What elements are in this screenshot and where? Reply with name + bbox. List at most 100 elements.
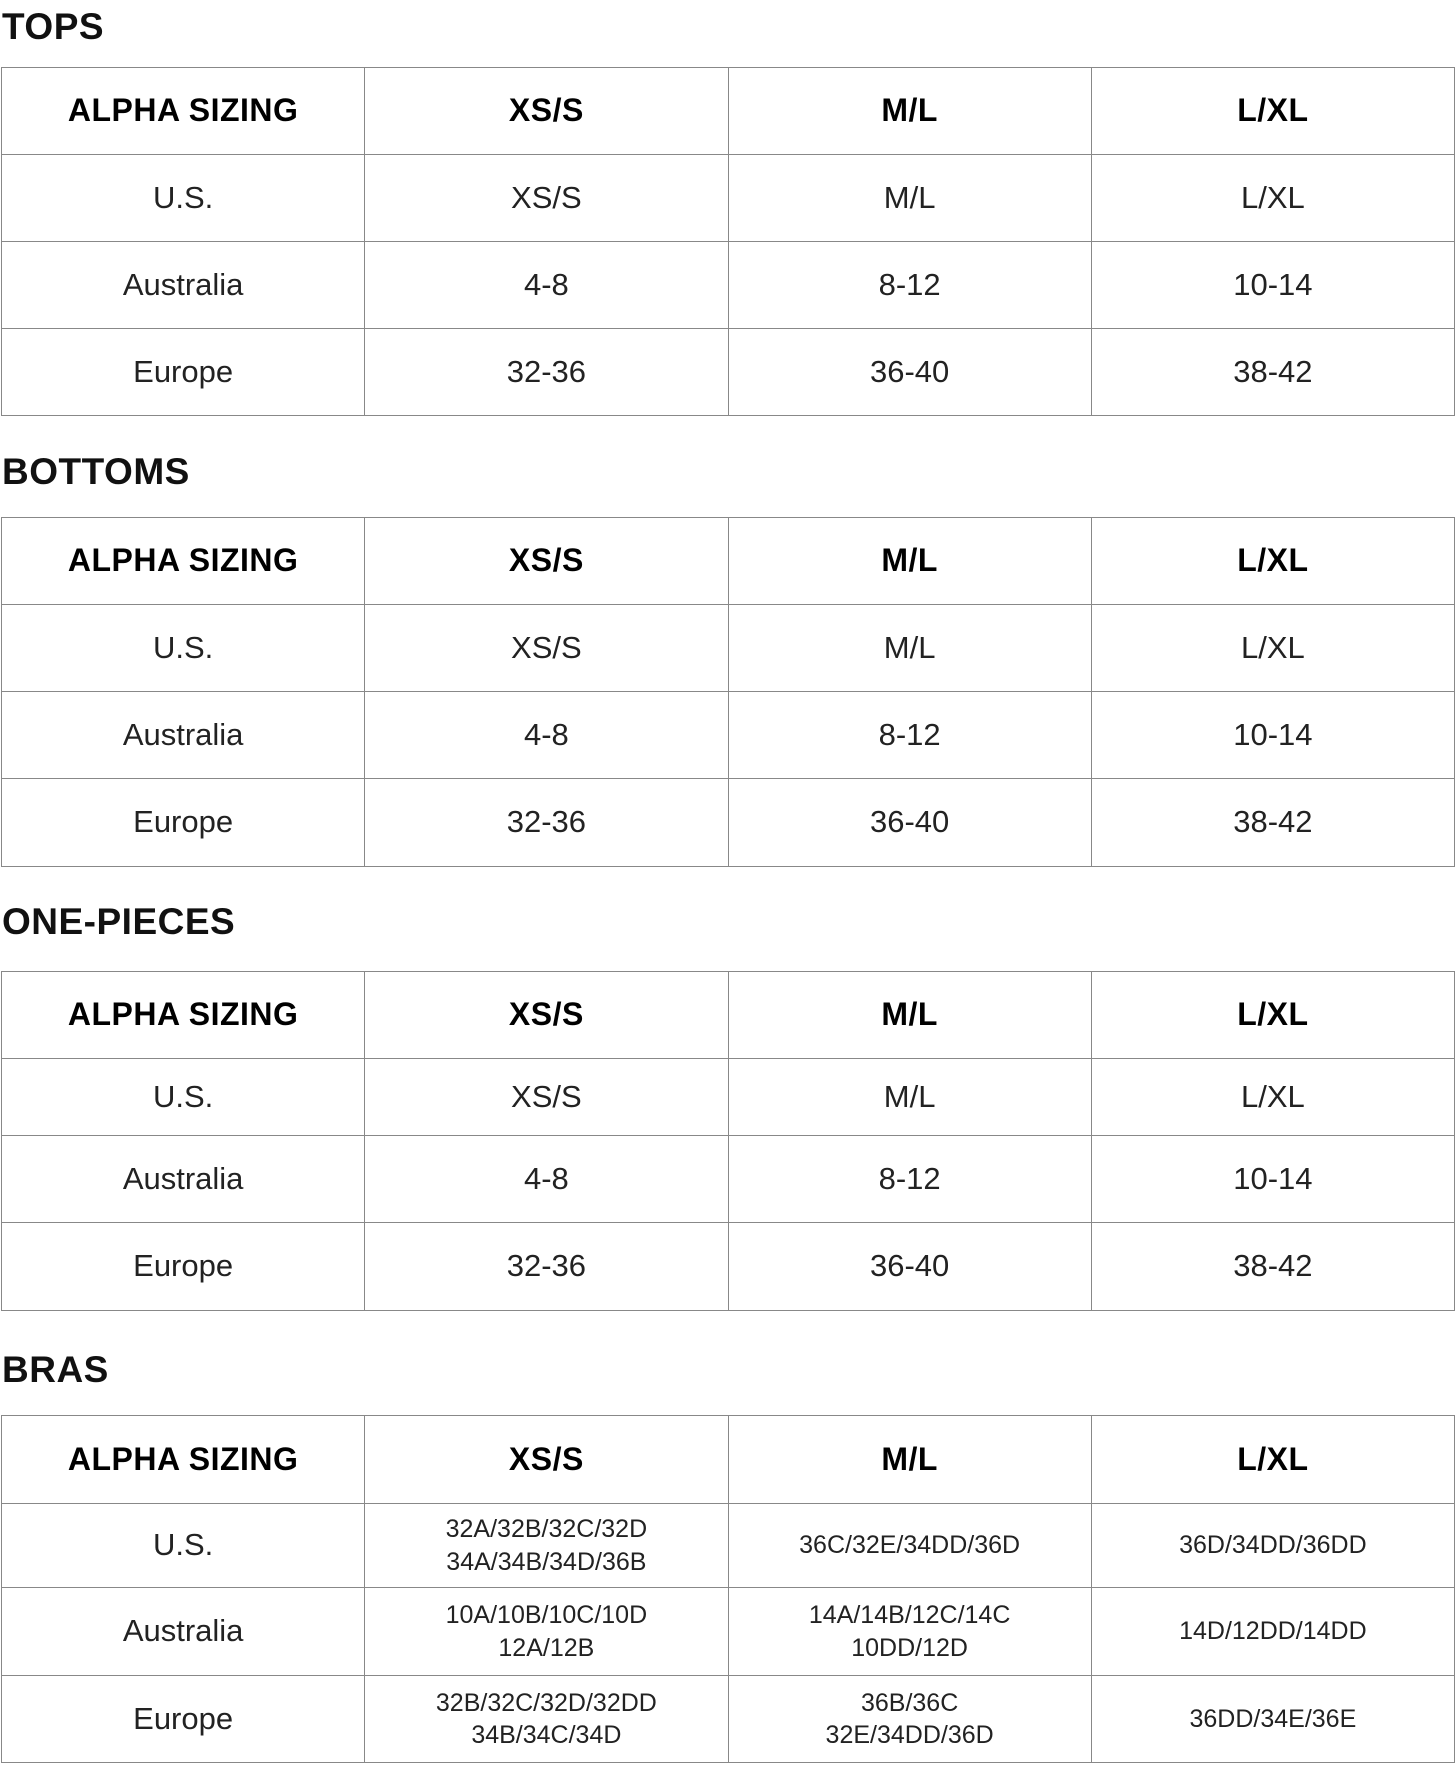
section-title-bottoms: BOTTOMS bbox=[2, 451, 190, 492]
size-cell: 36-40 bbox=[727, 778, 1092, 867]
header-cell: XS/S bbox=[364, 971, 729, 1059]
header-cell: XS/S bbox=[364, 1415, 729, 1504]
size-cell: 36D/34DD/36DD bbox=[1090, 1503, 1456, 1588]
size-value-line: 32A/32B/32C/32D bbox=[445, 1515, 648, 1543]
region-cell: Australia bbox=[0, 1587, 366, 1676]
size-cell: 8-12 bbox=[727, 1135, 1092, 1223]
size-cell: M/L bbox=[727, 1058, 1092, 1136]
size-cell: M/L bbox=[727, 154, 1092, 242]
size-value-line: 14A/14B/12C/14C bbox=[808, 1601, 1011, 1629]
section-title-bras: BRAS bbox=[2, 1349, 109, 1390]
size-cell: 36-40 bbox=[727, 1222, 1092, 1311]
size-cell: 8-12 bbox=[727, 241, 1092, 329]
table-row: Europe 32-36 36-40 38-42 bbox=[0, 328, 1456, 416]
size-table-tops: ALPHA SIZING XS/S M/L L/XL U.S. XS/S M/L L/XL Au… bbox=[0, 67, 1456, 416]
size-cell: 32-36 bbox=[364, 778, 729, 867]
size-cell: 10-14 bbox=[1090, 1135, 1456, 1223]
size-cell: L/XL bbox=[1090, 604, 1456, 692]
table-row: U.S. XS/S M/L L/XL bbox=[0, 1058, 1456, 1136]
size-cell: 36-40 bbox=[727, 328, 1092, 416]
header-cell: L/XL bbox=[1090, 517, 1456, 605]
size-value-line: 34A/34B/34D/36B bbox=[446, 1547, 647, 1576]
header-cell: ALPHA SIZING bbox=[0, 1415, 366, 1504]
region-cell: Australia bbox=[0, 1135, 366, 1223]
table-row: U.S. XS/S M/L L/XL bbox=[0, 604, 1456, 692]
table-header-row: ALPHA SIZING XS/S M/L L/XL bbox=[0, 67, 1456, 155]
region-cell: U.S. bbox=[0, 1503, 366, 1588]
size-cell: L/XL bbox=[1090, 154, 1456, 242]
size-cell: 32A/32B/32C/32D 34A/34B/34D/36B bbox=[364, 1503, 729, 1588]
size-cell: 10-14 bbox=[1090, 691, 1456, 779]
size-cell: 4-8 bbox=[364, 1135, 729, 1223]
header-cell: M/L bbox=[727, 971, 1092, 1059]
header-cell: L/XL bbox=[1090, 1415, 1456, 1504]
size-cell: 38-42 bbox=[1090, 328, 1456, 416]
header-cell: XS/S bbox=[364, 67, 729, 155]
size-cell: 38-42 bbox=[1090, 1222, 1456, 1311]
region-cell: Europe bbox=[0, 1675, 366, 1763]
size-cell: 32-36 bbox=[364, 328, 729, 416]
header-cell: M/L bbox=[727, 67, 1092, 155]
table-row: Europe 32-36 36-40 38-42 bbox=[0, 1222, 1456, 1311]
header-cell: L/XL bbox=[1090, 971, 1456, 1059]
header-cell: M/L bbox=[727, 1415, 1092, 1504]
size-table-bras: ALPHA SIZING XS/S M/L L/XL U.S. 32A/32B/32C/3… bbox=[0, 1415, 1456, 1763]
header-cell: L/XL bbox=[1090, 67, 1456, 155]
size-cell: XS/S bbox=[364, 604, 729, 692]
size-cell: 8-12 bbox=[727, 691, 1092, 779]
size-cell: 38-42 bbox=[1090, 778, 1456, 867]
region-cell: Australia bbox=[0, 241, 366, 329]
table-row: Australia 4-8 8-12 10-14 bbox=[0, 1135, 1456, 1223]
size-table-one-pieces: ALPHA SIZING XS/S M/L L/XL U.S. XS/S M/L L/XL Au… bbox=[0, 971, 1456, 1311]
size-cell: XS/S bbox=[364, 154, 729, 242]
size-value-line: 12A/12B bbox=[498, 1633, 595, 1662]
region-cell: U.S. bbox=[0, 604, 366, 692]
size-cell: L/XL bbox=[1090, 1058, 1456, 1136]
table-row: Europe 32B/32C/32D/32DD 34B/34C/34D 36B/36C… bbox=[0, 1675, 1456, 1763]
table-header-row: ALPHA SIZING XS/S M/L L/XL bbox=[0, 1415, 1456, 1504]
table-row: Australia 4-8 8-12 10-14 bbox=[0, 691, 1456, 779]
size-value-line: 32B/32C/32D/32DD bbox=[435, 1688, 657, 1717]
header-cell: ALPHA SIZING bbox=[0, 971, 366, 1059]
size-cell: 10A/10B/10C/10D 12A/12B bbox=[364, 1587, 729, 1676]
table-row: Australia 10A/10B/10C/10D 12A/12B 14A/14B/1… bbox=[0, 1587, 1456, 1676]
size-cell: 4-8 bbox=[364, 691, 729, 779]
size-value-line: 36DD/34E/36E bbox=[1189, 1704, 1357, 1733]
size-cell: 14A/14B/12C/14C 10DD/12D bbox=[727, 1587, 1092, 1676]
size-cell: XS/S bbox=[364, 1058, 729, 1136]
size-table-bottoms: ALPHA SIZING XS/S M/L L/XL U.S. XS/S M/L L/XL Au… bbox=[0, 517, 1456, 867]
region-cell: Europe bbox=[0, 328, 366, 416]
size-value-line: 14D/12DD/14DD bbox=[1179, 1617, 1367, 1646]
header-cell: M/L bbox=[727, 517, 1092, 605]
size-value-line: 10A/10B/10C/10D bbox=[445, 1601, 648, 1629]
table-row: U.S. 32A/32B/32C/32D 34A/34B/34D/36B 36C/32… bbox=[0, 1503, 1456, 1588]
table-header-row: ALPHA SIZING XS/S M/L L/XL bbox=[0, 971, 1456, 1059]
size-cell: 14D/12DD/14DD bbox=[1090, 1587, 1456, 1676]
section-title-tops: TOPS bbox=[2, 6, 105, 47]
size-cell: 32B/32C/32D/32DD 34B/34C/34D bbox=[364, 1675, 729, 1763]
size-value-line: 32E/34DD/36D bbox=[825, 1721, 994, 1749]
size-value-line: 36D/34DD/36DD bbox=[1179, 1531, 1367, 1560]
size-cell: 36DD/34E/36E bbox=[1090, 1675, 1456, 1763]
region-cell: Australia bbox=[0, 691, 366, 779]
header-cell: XS/S bbox=[364, 517, 729, 605]
header-cell: ALPHA SIZING bbox=[0, 517, 366, 605]
header-cell: ALPHA SIZING bbox=[0, 67, 366, 155]
table-row: U.S. XS/S M/L L/XL bbox=[0, 154, 1456, 242]
size-cell: 36B/36C 32E/34DD/36D bbox=[727, 1675, 1092, 1763]
table-row: Europe 32-36 36-40 38-42 bbox=[0, 778, 1456, 867]
region-cell: U.S. bbox=[0, 154, 366, 242]
section-title-one-pieces: ONE-PIECES bbox=[2, 901, 236, 942]
size-value-line: 36B/36C bbox=[860, 1688, 959, 1717]
size-cell: 32-36 bbox=[364, 1222, 729, 1311]
size-cell: 10-14 bbox=[1090, 241, 1456, 329]
table-header-row: ALPHA SIZING XS/S M/L L/XL bbox=[0, 517, 1456, 605]
size-cell: 4-8 bbox=[364, 241, 729, 329]
size-cell: 36C/32E/34DD/36D bbox=[727, 1503, 1092, 1588]
size-cell: M/L bbox=[727, 604, 1092, 692]
region-cell: Europe bbox=[0, 778, 366, 867]
size-value-line: 36C/32E/34DD/36D bbox=[799, 1531, 1021, 1560]
region-cell: U.S. bbox=[0, 1058, 366, 1136]
size-value-line: 10DD/12D bbox=[851, 1633, 968, 1662]
region-cell: Europe bbox=[0, 1222, 366, 1311]
